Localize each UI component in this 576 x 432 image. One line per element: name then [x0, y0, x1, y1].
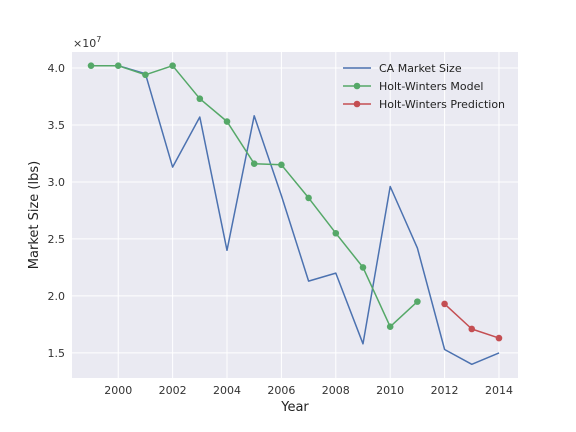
data-point-1 [223, 118, 231, 125]
y-tick-label: 2.0 [48, 290, 66, 303]
x-tick-label: 2002 [159, 384, 187, 397]
data-point-1 [142, 71, 149, 79]
data-point-1 [386, 323, 394, 331]
data-point-2 [441, 300, 448, 308]
y-offset-label: ×107 [73, 35, 101, 50]
legend-entry: Holt-Winters Prediction [379, 98, 505, 111]
data-point-1 [87, 62, 95, 69]
x-tick-label: 2008 [322, 384, 350, 397]
data-point-1 [169, 62, 176, 69]
y-tick-label: 2.5 [48, 233, 66, 246]
data-point-1 [359, 264, 367, 271]
data-point-1 [414, 298, 421, 305]
legend-marker [353, 82, 361, 90]
data-point-2 [495, 334, 503, 342]
x-tick-label: 2006 [267, 384, 295, 397]
series-group [87, 62, 503, 366]
legend-marker [353, 100, 361, 108]
x-tick-label: 2010 [376, 384, 404, 397]
y-tick-label: 3.5 [48, 119, 66, 132]
data-point-1 [305, 194, 312, 202]
data-point-1 [278, 161, 285, 169]
data-point-2 [468, 325, 476, 333]
data-point-1 [332, 229, 340, 237]
plot-background [72, 52, 518, 378]
data-point-1 [250, 160, 258, 168]
legend-entry: Holt-Winters Model [379, 80, 483, 93]
y-tick-labels: 1.5 2.0 2.5 3.0 3.5 4.0 [48, 62, 66, 360]
x-axis-label: Year [280, 400, 309, 415]
y-tick-label: 4.0 [48, 62, 66, 75]
y-tick-label: 1.5 [48, 347, 66, 360]
x-tick-labels: 2000 2002 2004 2006 2008 2010 2012 2014 [104, 384, 513, 397]
legend-entry: CA Market Size [379, 62, 462, 75]
data-point-1 [196, 95, 204, 103]
x-tick-label: 2004 [213, 384, 241, 397]
data-point-1 [114, 62, 122, 69]
x-tick-label: 2012 [431, 384, 459, 397]
y-axis-label: Market Size (lbs) [27, 161, 42, 269]
series-line-0 [91, 64, 500, 366]
x-tick-label: 2014 [485, 384, 513, 397]
x-tick-label: 2000 [104, 384, 132, 397]
y-tick-label: 3.0 [48, 176, 66, 189]
legend: CA Market Size Holt-Winters Model Holt-Win… [343, 62, 505, 111]
